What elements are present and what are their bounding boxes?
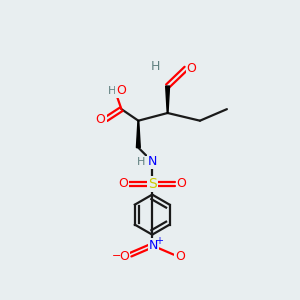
Text: S: S bbox=[148, 177, 157, 191]
Text: O: O bbox=[118, 177, 128, 190]
Text: −: − bbox=[112, 251, 122, 261]
Text: N: N bbox=[148, 155, 157, 168]
Text: O: O bbox=[176, 177, 186, 190]
Text: O: O bbox=[96, 113, 106, 126]
Text: +: + bbox=[155, 236, 163, 246]
Polygon shape bbox=[166, 86, 170, 113]
Text: O: O bbox=[116, 84, 126, 97]
Text: N: N bbox=[149, 239, 158, 252]
Text: O: O bbox=[120, 250, 129, 263]
Text: O: O bbox=[187, 62, 196, 75]
Text: H: H bbox=[108, 86, 116, 96]
Text: O: O bbox=[175, 250, 185, 263]
Text: H: H bbox=[137, 157, 146, 166]
Text: H: H bbox=[151, 60, 160, 73]
Polygon shape bbox=[136, 121, 140, 148]
